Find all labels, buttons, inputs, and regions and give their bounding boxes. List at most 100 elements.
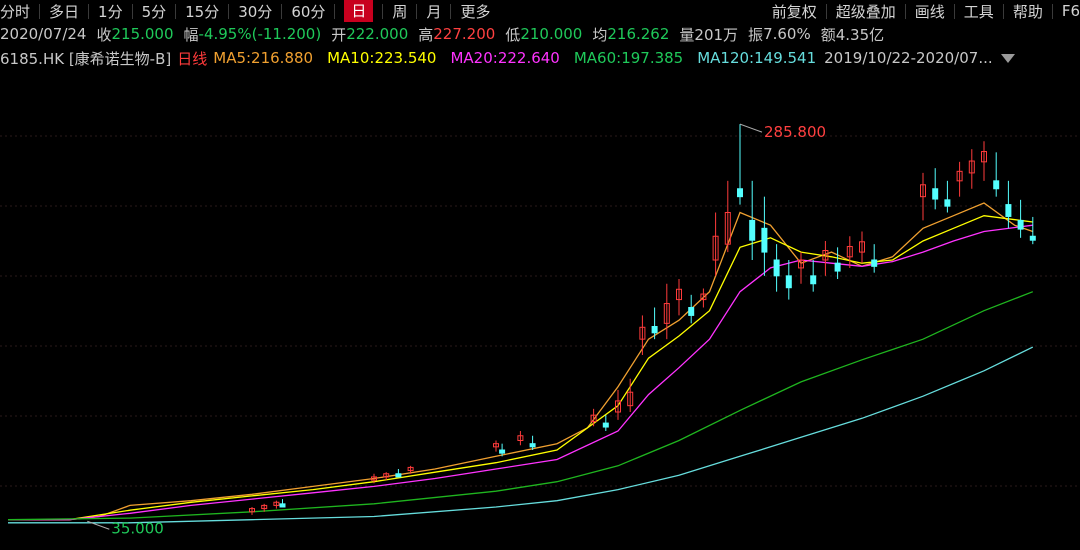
indicator-bar: 6185.HK [康希诺生物-B] 日线 MA5:216.880 MA10:22… bbox=[0, 47, 1080, 69]
quote-date: 2020/07/24 bbox=[0, 25, 87, 43]
candle-body bbox=[761, 227, 768, 253]
date-range: 2019/10/22-2020/07... bbox=[824, 49, 993, 67]
candle-body bbox=[517, 435, 524, 441]
series-ma60-line bbox=[7, 291, 1034, 521]
high-value: 227.200 bbox=[433, 25, 496, 43]
divider bbox=[175, 3, 177, 19]
candle-body bbox=[737, 188, 743, 198]
ma5-label: MA5:216.880 bbox=[213, 49, 314, 67]
series-ma20-line bbox=[8, 224, 1033, 521]
chevron-down-icon[interactable] bbox=[1000, 53, 1015, 63]
kline-chart[interactable]: 285.800 35.000 bbox=[0, 70, 1080, 550]
tab-minute[interactable]: 分时 bbox=[0, 2, 31, 21]
candle-body bbox=[676, 288, 682, 301]
stock-name[interactable]: 6185.HK [康希诺生物-B] bbox=[0, 49, 172, 68]
divider bbox=[334, 3, 336, 19]
period-toolbar: 分时 多日 1分 5分 15分 30分 60分 日 周 月 更多 前复权 超级叠… bbox=[0, 0, 1080, 22]
candle-body bbox=[273, 501, 280, 506]
quote-bar: 2020/07/24 收 215.000 幅 -4.95%(-11.200) 开 22… bbox=[0, 23, 1080, 45]
divider bbox=[825, 3, 827, 19]
annotation-high-label: 285.800 bbox=[764, 123, 826, 141]
candle-body bbox=[834, 262, 841, 272]
ma120-label: MA120:149.541 bbox=[697, 49, 817, 67]
menu-tools[interactable]: 工具 bbox=[963, 2, 994, 21]
candle-body bbox=[810, 275, 817, 285]
candle-body bbox=[981, 151, 987, 163]
low-value: 210.000 bbox=[520, 25, 583, 43]
tab-daily[interactable]: 日 bbox=[344, 0, 374, 22]
ma10-label: MA10:223.540 bbox=[327, 49, 437, 67]
candle-body bbox=[749, 219, 756, 241]
tab-monthly[interactable]: 月 bbox=[426, 2, 442, 21]
candle-body bbox=[407, 466, 414, 472]
candle-body bbox=[773, 259, 780, 277]
tab-multiday[interactable]: 多日 bbox=[49, 2, 80, 21]
change-label: 幅 bbox=[183, 25, 199, 44]
candle-body bbox=[249, 508, 255, 513]
candle-body bbox=[499, 449, 506, 454]
avg-value: 216.262 bbox=[607, 25, 670, 43]
open-value: 222.000 bbox=[346, 25, 409, 43]
kline-type[interactable]: 日线 bbox=[177, 49, 208, 68]
candle-body bbox=[590, 414, 597, 422]
candle-body bbox=[700, 293, 707, 301]
divider bbox=[281, 3, 283, 19]
volume-value: 201万 bbox=[694, 25, 739, 44]
candle-body bbox=[798, 259, 804, 269]
tab-1min[interactable]: 1分 bbox=[98, 2, 123, 21]
tab-5min[interactable]: 5分 bbox=[141, 2, 167, 21]
ma60-label: MA60:197.385 bbox=[573, 49, 684, 67]
candle-body bbox=[493, 443, 499, 448]
tab-15min[interactable]: 15分 bbox=[185, 2, 220, 21]
amount-label: 额 bbox=[820, 25, 836, 44]
candle-body bbox=[663, 303, 670, 324]
candle-body bbox=[724, 212, 731, 245]
annotation-leader bbox=[87, 520, 110, 530]
menu-f6[interactable]: F6 bbox=[1061, 2, 1080, 20]
candle-body bbox=[956, 170, 963, 182]
volume-label: 量 bbox=[679, 25, 695, 44]
candle-body bbox=[1017, 219, 1024, 230]
divider bbox=[450, 3, 452, 19]
candle-body bbox=[688, 307, 695, 316]
candle-body bbox=[383, 473, 390, 478]
candle-body bbox=[859, 241, 865, 253]
candle-body bbox=[785, 275, 792, 289]
amount-value: 4.35亿 bbox=[835, 25, 885, 44]
avg-label: 均 bbox=[592, 25, 608, 44]
divider bbox=[88, 3, 90, 19]
menu-adjusted[interactable]: 前复权 bbox=[771, 2, 817, 21]
tab-more[interactable]: 更多 bbox=[460, 2, 491, 21]
low-label: 低 bbox=[505, 25, 521, 44]
candle-body bbox=[639, 326, 646, 340]
candle-body bbox=[993, 180, 1000, 190]
amplitude-label: 振 bbox=[748, 25, 764, 44]
ma20-label: MA20:222.640 bbox=[450, 49, 560, 67]
series-ma5-line bbox=[8, 202, 1034, 521]
candle-body bbox=[968, 160, 975, 174]
candle-body bbox=[602, 422, 609, 428]
tab-weekly[interactable]: 周 bbox=[392, 2, 408, 21]
tab-60min[interactable]: 60分 bbox=[291, 2, 326, 21]
candle-body bbox=[920, 184, 926, 198]
divider bbox=[228, 3, 230, 19]
menu-help[interactable]: 帮助 bbox=[1012, 2, 1043, 21]
amplitude-value: 7.60% bbox=[763, 25, 811, 43]
divider bbox=[904, 3, 906, 19]
close-value: 215.000 bbox=[111, 25, 174, 43]
divider bbox=[131, 3, 133, 19]
candle-body bbox=[279, 503, 286, 508]
tab-30min[interactable]: 30分 bbox=[238, 2, 273, 21]
change-value: -4.95%(-11.200) bbox=[198, 25, 322, 43]
candle-body bbox=[529, 443, 536, 448]
divider bbox=[416, 3, 418, 19]
close-label: 收 bbox=[96, 25, 112, 44]
candle-body bbox=[1029, 235, 1036, 241]
menu-draw[interactable]: 画线 bbox=[914, 2, 945, 21]
right-menu: 前复权 超级叠加 画线 工具 帮助 F6 bbox=[772, 0, 1080, 22]
series-ma120-line bbox=[8, 346, 1034, 524]
annotation-low-label: 35.000 bbox=[111, 519, 164, 537]
menu-overlay[interactable]: 超级叠加 bbox=[835, 2, 896, 21]
candle-body bbox=[871, 259, 878, 267]
divider bbox=[39, 3, 41, 19]
